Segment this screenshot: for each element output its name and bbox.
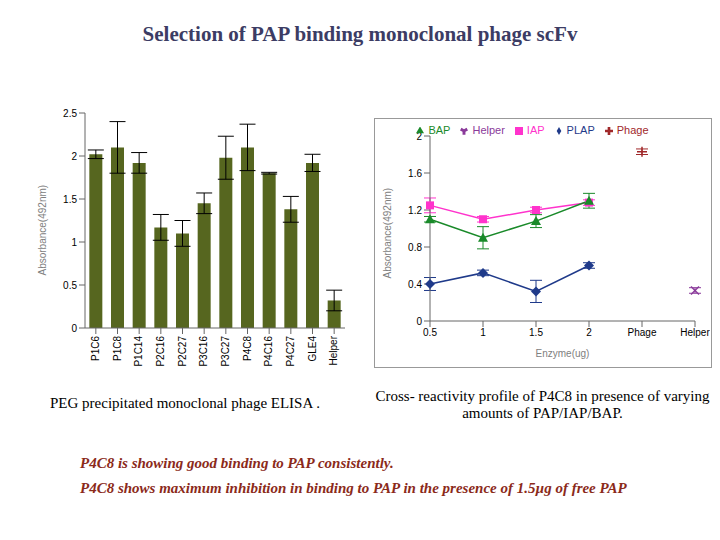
svg-text:Phage: Phage: [628, 327, 657, 338]
svg-text:P4C8: P4C8: [242, 336, 253, 361]
html-text:PLAP: PLAP: [566, 124, 595, 136]
html-text:Cross- reactivity profile of P: Cross- reactivity profile of P4C8 in pre…: [375, 388, 710, 421]
svg-text:P4C16: P4C16: [263, 336, 274, 367]
html-text:Helper: Helper: [472, 124, 505, 136]
svg-text:1: 1: [480, 327, 486, 338]
svg-text:1.2: 1.2: [408, 205, 422, 216]
svg-text:P4C27: P4C27: [285, 336, 296, 367]
svg-text:P2C27: P2C27: [177, 336, 188, 367]
html-text:P4C8 shows maximum inhibition: P4C8 shows maximum inhibition in binding…: [80, 480, 627, 496]
svg-text:0.5: 0.5: [63, 280, 77, 291]
html-text:Selection of PAP binding monoc: Selection of PAP binding monoclonal phag…: [142, 22, 578, 46]
svg-text:0: 0: [416, 316, 422, 327]
svg-text:Helper: Helper: [328, 335, 339, 365]
svg-text:P1C8: P1C8: [112, 336, 123, 361]
svg-text:0.5: 0.5: [423, 327, 437, 338]
svg-text:GLE4: GLE4: [307, 336, 318, 362]
html-text:Phage: Phage: [616, 124, 649, 136]
svg-text:P3C16: P3C16: [198, 336, 209, 367]
svg-text:1.5: 1.5: [529, 327, 543, 338]
svg-text:2: 2: [71, 151, 77, 162]
svg-text:1.5: 1.5: [63, 194, 77, 205]
html-text:BAP: BAP: [428, 124, 451, 136]
svg-text:1.6: 1.6: [408, 168, 422, 179]
svg-text:2.5: 2.5: [63, 108, 77, 119]
svg-text:2: 2: [586, 327, 592, 338]
html-text:PEG precipitated monoclonal ph: PEG precipitated monoclonal phage ELISA …: [50, 395, 320, 411]
svg-text:Enzyme(ug): Enzyme(ug): [536, 348, 590, 359]
svg-text:2: 2: [416, 131, 422, 142]
svg-text:P1C14: P1C14: [133, 336, 144, 367]
svg-text:Absorbance(492nm): Absorbance(492nm): [37, 185, 48, 276]
svg-text:P1C6: P1C6: [90, 336, 101, 361]
svg-text:0: 0: [71, 323, 77, 334]
svg-text:Absorbance(492nm): Absorbance(492nm): [382, 188, 393, 279]
svg-text:P3C27: P3C27: [220, 336, 231, 367]
svg-text:P2C16: P2C16: [155, 336, 166, 367]
svg-text:Helper: Helper: [680, 327, 710, 338]
svg-text:1: 1: [71, 237, 77, 248]
html-text:IAP: IAP: [526, 124, 545, 136]
svg-text:0.4: 0.4: [408, 279, 422, 290]
svg-text:0.8: 0.8: [408, 242, 422, 253]
html-text:P4C8 is showing good binding t: P4C8 is showing good binding to PAP cons…: [80, 455, 394, 471]
